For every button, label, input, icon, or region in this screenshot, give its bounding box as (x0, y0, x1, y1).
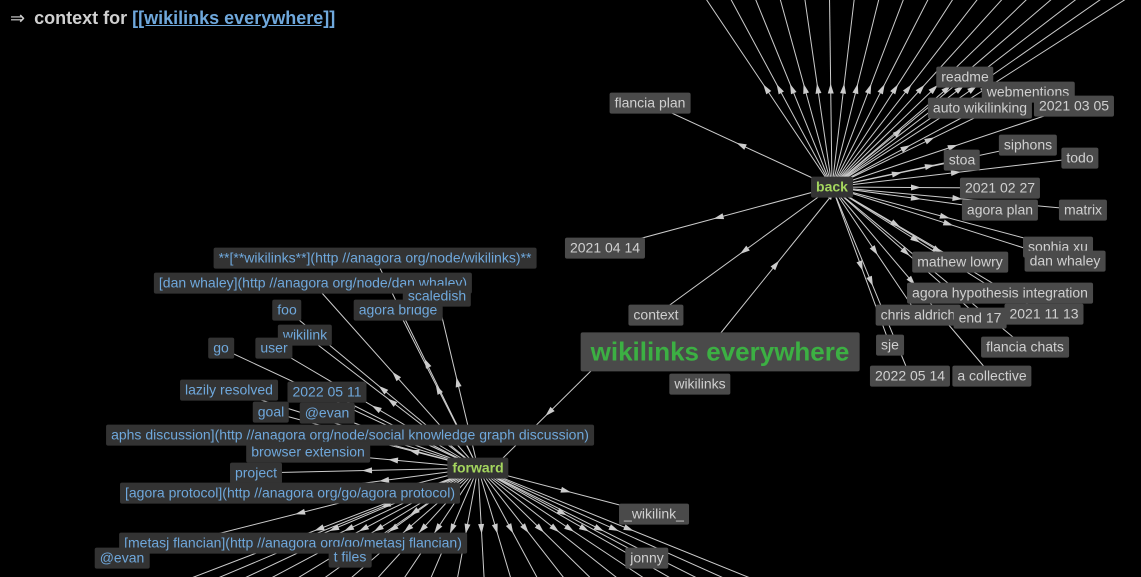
node-scaledish[interactable]: scaledish (403, 286, 471, 307)
node-matrix[interactable]: matrix (1059, 200, 1107, 221)
node-d220514[interactable]: 2022 05 14 (870, 366, 950, 387)
node-forward[interactable]: forward (447, 458, 508, 479)
node-d210305[interactable]: 2021 03 05 (1034, 96, 1114, 117)
node-end17[interactable]: end 17 (954, 308, 1007, 329)
node-d220511[interactable]: 2022 05 11 (287, 382, 366, 403)
node-wikilink_u[interactable]: _wikilink_ (619, 504, 689, 525)
node-jonny[interactable]: jonny (625, 548, 668, 569)
node-mathew_lowry[interactable]: mathew lowry (912, 252, 1008, 273)
node-auto_wiki[interactable]: auto wikilinking (928, 98, 1032, 119)
node-flancia_plan[interactable]: flancia plan (610, 93, 691, 114)
node-go_b[interactable]: go (208, 338, 234, 359)
node-lazily[interactable]: lazily resolved (180, 380, 278, 401)
node-browser_ext[interactable]: browser extension (246, 442, 370, 463)
node-context[interactable]: context (628, 305, 683, 326)
node-flancia_chats[interactable]: flancia chats (981, 337, 1069, 358)
node-a_collective[interactable]: a collective (952, 366, 1031, 387)
node-todo[interactable]: todo (1061, 148, 1098, 169)
node-user_b[interactable]: user (255, 338, 292, 359)
node-wikilinks_md[interactable]: **[**wikilinks**](http //anagora org/nod… (214, 248, 537, 269)
node-center[interactable]: wikilinks everywhere (581, 332, 860, 371)
node-t_files[interactable]: t files (329, 547, 372, 568)
node-foo[interactable]: foo (272, 300, 301, 321)
node-sje[interactable]: sje (876, 335, 904, 356)
node-evan2[interactable]: @evan (95, 548, 150, 569)
node-d210227[interactable]: 2021 02 27 (960, 178, 1040, 199)
node-project[interactable]: project (230, 463, 282, 484)
node-evan[interactable]: @evan (300, 403, 355, 424)
node-metasj[interactable]: [metasj flancian](http //anagora org/go/… (119, 533, 467, 554)
node-d210414[interactable]: 2021 04 14 (565, 238, 645, 259)
node-dan_whaley[interactable]: dan whaley (1025, 251, 1106, 272)
node-agora_plan[interactable]: agora plan (962, 200, 1038, 221)
node-d211113[interactable]: 2021 11 13 (1004, 304, 1083, 325)
node-agora_proto[interactable]: [agora protocol](http //anagora org/go/a… (120, 483, 460, 504)
node-stoa[interactable]: stoa (944, 150, 980, 171)
node-siphons[interactable]: siphons (999, 135, 1057, 156)
node-back[interactable]: back (811, 177, 853, 198)
node-chris_aldrich[interactable]: chris aldrich (876, 305, 961, 326)
node-agora_hyp[interactable]: agora hypothesis integration (907, 283, 1093, 304)
node-goal[interactable]: goal (253, 402, 289, 423)
node-wikilinks_sub[interactable]: wikilinks (669, 374, 730, 395)
